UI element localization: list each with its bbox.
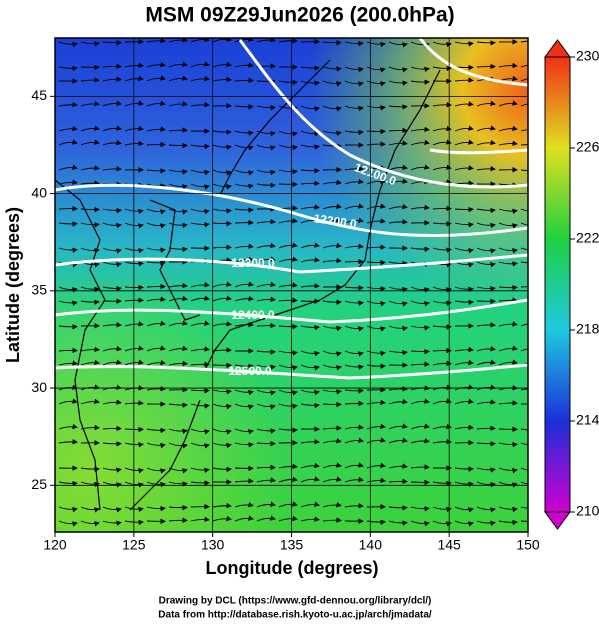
contour-label: 12300.0	[231, 256, 275, 270]
colorbar-tick-label: 226	[576, 139, 599, 155]
streamline	[345, 403, 363, 404]
x-tick-label: 125	[122, 537, 146, 553]
plot-area: 12100.0 12200.0 12300.0 12400.0 12500.0	[55, 38, 539, 532]
colorbar-scale	[545, 57, 570, 512]
x-axis-label: Longitude (degrees)	[205, 558, 378, 578]
contour-label: 12500.0	[228, 364, 272, 378]
colorbar-tick-label: 222	[576, 230, 599, 246]
colorbar-tick-label: 210	[576, 503, 599, 519]
y-tick-label: 30	[31, 379, 47, 395]
streamline	[367, 262, 385, 263]
x-tick-label: 140	[359, 537, 383, 553]
colorbar-tick-label: 230	[576, 48, 599, 64]
streamline	[389, 130, 407, 131]
y-tick-label: 25	[31, 476, 47, 492]
title: MSM 09Z29Jun2026 (200.0hPa)	[145, 4, 454, 27]
colorbar-tick-label: 214	[576, 412, 599, 428]
x-tick-label: 135	[280, 537, 304, 553]
streamline	[411, 351, 429, 352]
footer-text: Data from http://database.rish.kyoto-u.a…	[158, 610, 432, 621]
y-tick-label: 35	[31, 282, 47, 298]
streamline	[521, 262, 539, 263]
streamline	[59, 350, 77, 351]
streamline	[103, 428, 121, 429]
streamline	[521, 144, 539, 145]
contour-label: 12400.0	[231, 308, 275, 322]
x-tick-label: 150	[516, 537, 540, 553]
colorbar-extend	[545, 40, 570, 57]
footer-text: Drawing by DCL (https://www.gfd-dennou.o…	[159, 596, 432, 607]
x-tick-label: 130	[201, 537, 225, 553]
y-tick-label: 45	[31, 87, 47, 103]
streamline	[433, 208, 451, 209]
colorbar	[545, 40, 570, 529]
x-tick-label: 120	[43, 537, 67, 553]
streamline	[521, 170, 539, 171]
y-axis-label: Latitude (degrees)	[3, 207, 23, 363]
y-tick-label: 40	[31, 184, 47, 200]
colorbar-tick-label: 218	[576, 321, 599, 337]
x-tick-label: 145	[437, 537, 461, 553]
colorbar-extend	[545, 512, 570, 529]
